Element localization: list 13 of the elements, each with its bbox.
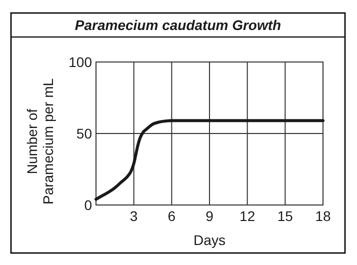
y-tick-label: 0 [84, 197, 92, 213]
x-axis-title: Days [194, 232, 226, 248]
x-tick-label: 9 [206, 208, 214, 224]
y-tick-label: 100 [68, 54, 92, 70]
line-series [94, 119, 324, 201]
y-axis-title: Number of Paramecium per mL [24, 78, 56, 205]
x-tick-label: 3 [130, 208, 138, 224]
x-tick-label: 12 [240, 208, 256, 224]
chart-title: Paramecium caudatum Growth [74, 17, 282, 33]
y-tick-label: 50 [76, 126, 92, 142]
x-tick-label: 15 [277, 208, 294, 224]
x-tick-label: 6 [168, 208, 176, 224]
x-tick-label: 18 [315, 208, 331, 224]
